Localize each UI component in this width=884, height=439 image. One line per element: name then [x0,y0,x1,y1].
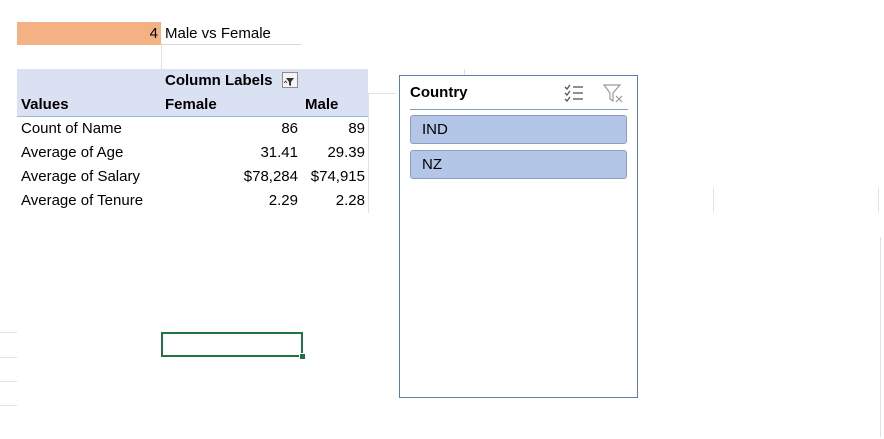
gridline [464,69,465,75]
gridline [161,45,162,69]
male-value: 2.28 [335,192,365,209]
slicer-item-ind[interactable]: IND [410,115,627,144]
gridline [713,188,714,212]
female-value: 31.41 [260,144,298,161]
female-value: 86 [281,120,298,137]
slicer-title: Country [410,84,468,101]
male-value: 29.39 [327,144,365,161]
row-label: Average of Age [21,144,124,161]
gridline [0,405,17,406]
pivot-table: Column Labels Values Female Male Count o… [17,69,368,213]
gridline [368,93,369,213]
pivot-header-row: Column Labels [17,69,368,93]
gridline [878,188,879,212]
fill-handle[interactable] [299,353,306,360]
table-row[interactable]: Average of Salary $78,284 $74,915 [17,165,368,189]
gridline [0,357,17,358]
pivot-column-row: Values Female Male [17,93,368,117]
column-labels-header: Column Labels [165,72,273,89]
row-label: Count of Name [21,120,122,137]
count-cell[interactable]: 4 [17,22,161,45]
country-slicer[interactable]: Country IND NZ [399,75,638,398]
column-filter-button[interactable] [282,72,298,88]
title-cell[interactable]: Male vs Female [161,22,301,45]
gridline [368,93,396,94]
column-header-female: Female [165,96,217,113]
row-label: Average of Salary [21,168,140,185]
gridline [0,332,17,333]
slicer-item-nz[interactable]: NZ [410,150,627,179]
multi-select-icon[interactable] [564,83,584,103]
table-row[interactable]: Average of Age 31.41 29.39 [17,141,368,165]
filter-dropdown-icon [283,78,294,86]
values-header: Values [21,96,69,113]
row-label: Average of Tenure [21,192,144,209]
slicer-header-divider [410,109,628,110]
clear-filter-icon[interactable] [602,82,624,104]
gridline [880,237,881,437]
female-value: 2.29 [268,192,298,209]
female-value: $78,284 [243,168,298,185]
male-value: $74,915 [310,168,365,185]
column-header-male: Male [305,96,339,113]
table-row[interactable]: Average of Tenure 2.29 2.28 [17,189,368,213]
gridline [0,381,17,382]
table-row[interactable]: Count of Name 86 89 [17,117,368,141]
male-value: 89 [348,120,365,137]
active-cell-selection[interactable] [161,332,303,357]
